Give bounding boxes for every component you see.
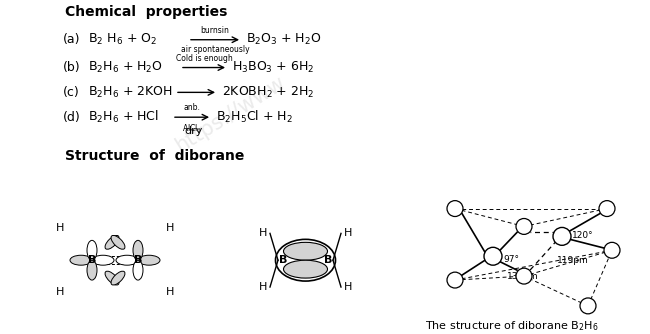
Circle shape <box>599 201 615 216</box>
Text: H: H <box>344 282 352 292</box>
Ellipse shape <box>87 240 97 260</box>
Text: H: H <box>56 223 64 233</box>
Text: H: H <box>302 264 309 274</box>
Ellipse shape <box>92 255 114 265</box>
Text: H: H <box>608 245 616 255</box>
Text: B$_2$ H$_6$ + O$_2$: B$_2$ H$_6$ + O$_2$ <box>88 32 157 47</box>
Text: B$_2$H$_5$Cl + H$_2$: B$_2$H$_5$Cl + H$_2$ <box>216 109 292 125</box>
Ellipse shape <box>138 255 160 265</box>
Text: 97°: 97° <box>503 255 519 264</box>
Circle shape <box>604 242 620 258</box>
Text: B: B <box>88 255 96 265</box>
Ellipse shape <box>116 255 138 265</box>
Text: H$_3$BO$_3$ + 6H$_2$: H$_3$BO$_3$ + 6H$_2$ <box>232 60 315 75</box>
Text: B: B <box>558 231 566 241</box>
Text: Cold is enough: Cold is enough <box>176 53 233 62</box>
Ellipse shape <box>133 240 143 260</box>
Text: H: H <box>520 271 528 281</box>
Text: The structure of diborane B$_2$H$_6$: The structure of diborane B$_2$H$_6$ <box>425 319 599 333</box>
Text: air spontaneously: air spontaneously <box>181 45 250 54</box>
Ellipse shape <box>276 239 335 281</box>
Text: AlCl$_3$: AlCl$_3$ <box>182 122 202 135</box>
Text: (b): (b) <box>63 61 81 74</box>
Text: H: H <box>166 223 174 233</box>
Circle shape <box>516 218 532 234</box>
Text: H: H <box>56 287 64 297</box>
Text: B$_2$H$_6$ + 2KOH: B$_2$H$_6$ + 2KOH <box>88 85 173 100</box>
Ellipse shape <box>283 242 328 260</box>
Text: 119pm: 119pm <box>557 256 589 265</box>
Ellipse shape <box>133 260 143 280</box>
Text: (c): (c) <box>63 86 80 99</box>
Text: Chemical  properties: Chemical properties <box>65 5 227 19</box>
Text: Structure  of  diborane: Structure of diborane <box>65 149 244 163</box>
Ellipse shape <box>105 271 119 285</box>
Text: (a): (a) <box>63 33 81 46</box>
Ellipse shape <box>111 271 125 285</box>
Text: B: B <box>489 251 497 261</box>
Text: (d): (d) <box>63 111 81 124</box>
Ellipse shape <box>105 235 119 249</box>
Ellipse shape <box>87 260 97 280</box>
Text: H: H <box>259 228 267 238</box>
Text: B: B <box>134 255 142 265</box>
Text: 134pm: 134pm <box>507 272 539 281</box>
Text: B: B <box>324 255 332 265</box>
Text: H: H <box>259 282 267 292</box>
Text: H: H <box>603 203 611 213</box>
Text: H: H <box>520 221 528 231</box>
Circle shape <box>484 247 502 265</box>
Text: https://www: https://www <box>172 72 289 156</box>
Circle shape <box>447 201 463 216</box>
Text: H: H <box>584 301 592 311</box>
Text: B$_2$H$_6$ + HCl: B$_2$H$_6$ + HCl <box>88 109 159 125</box>
Text: B$_2$H$_6$ + H$_2$O: B$_2$H$_6$ + H$_2$O <box>88 60 163 75</box>
Ellipse shape <box>111 235 125 249</box>
Ellipse shape <box>283 260 328 278</box>
Circle shape <box>516 268 532 284</box>
Ellipse shape <box>70 255 92 265</box>
Text: dry: dry <box>184 126 202 136</box>
Text: 120°: 120° <box>572 231 593 240</box>
Circle shape <box>447 272 463 288</box>
Text: B$_2$O$_3$ + H$_2$O: B$_2$O$_3$ + H$_2$O <box>246 32 322 47</box>
Text: H: H <box>302 246 309 256</box>
Circle shape <box>553 227 571 245</box>
Text: H: H <box>451 275 459 285</box>
Text: B: B <box>279 255 287 265</box>
Text: H: H <box>451 203 459 213</box>
Text: 2KOBH$_2$ + 2H$_2$: 2KOBH$_2$ + 2H$_2$ <box>222 85 315 100</box>
Text: H: H <box>166 287 174 297</box>
Text: H: H <box>344 228 352 238</box>
Text: burnsin: burnsin <box>201 26 229 35</box>
Circle shape <box>580 298 596 314</box>
Text: anb.: anb. <box>183 103 200 112</box>
